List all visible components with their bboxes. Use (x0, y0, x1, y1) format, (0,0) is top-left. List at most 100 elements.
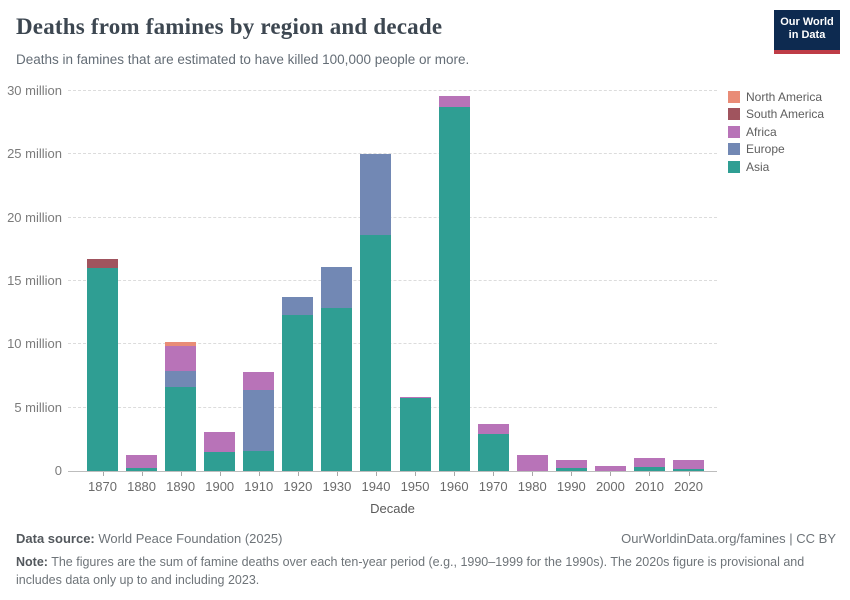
legend-item-north-america[interactable]: North America (728, 88, 824, 106)
bar-segment-2010-africa[interactable] (633, 458, 665, 468)
x-axis-title: Decade (370, 501, 415, 516)
footer-row: Data source: World Peace Foundation (202… (16, 531, 836, 546)
bar-1910[interactable] (243, 91, 275, 471)
owid-logo-line1: Our World (780, 16, 834, 28)
x-tick-label-1970: 1970 (478, 479, 508, 494)
x-tick-label-1980: 1980 (517, 479, 547, 494)
x-tick-label-2000: 2000 (595, 479, 625, 494)
legend-item-asia[interactable]: Asia (728, 158, 824, 176)
bar-1890[interactable] (165, 91, 197, 471)
x-tick-label-1910: 1910 (244, 479, 274, 494)
bar-1900[interactable] (204, 91, 236, 471)
bar-segment-1920-asia[interactable] (282, 315, 314, 471)
legend-label: Asia (746, 159, 770, 174)
y-tick-label: 10 million (7, 336, 62, 352)
bar-segment-1990-africa[interactable] (555, 459, 587, 468)
y-tick-label: 15 million (7, 273, 62, 288)
bar-segment-1950-asia[interactable] (399, 398, 431, 471)
bar-segment-1990-asia[interactable] (555, 467, 587, 471)
bar-1980[interactable] (516, 91, 548, 471)
gridline-20 (68, 216, 717, 218)
x-tick (571, 472, 573, 476)
bar-segment-1890-europe[interactable] (165, 370, 197, 388)
bar-1880[interactable] (126, 91, 158, 471)
y-tick-label: 5 million (14, 399, 62, 415)
bar-segment-1880-asia[interactable] (126, 468, 158, 471)
legend-swatch (728, 90, 740, 103)
bar-segment-1960-africa[interactable] (438, 96, 470, 108)
bar-segment-1930-asia[interactable] (321, 307, 353, 471)
x-tick (180, 472, 182, 476)
legend: North America South America Africa Europe As… (728, 88, 824, 176)
owid-license-link[interactable]: OurWorldinData.org/famines | CC BY (621, 531, 836, 546)
bar-2020[interactable] (673, 91, 705, 471)
bar-segment-2000-africa[interactable] (594, 465, 626, 471)
bar-segment-1930-europe[interactable] (321, 267, 353, 308)
legend-label: South America (746, 107, 825, 122)
x-tick-label-1940: 1940 (361, 479, 391, 494)
bar-1990[interactable] (555, 91, 587, 471)
legend-swatch (728, 143, 740, 156)
x-tick-label-1880: 1880 (127, 479, 157, 494)
x-axis-line (68, 471, 717, 472)
bar-segment-1970-africa[interactable] (477, 424, 509, 435)
owid-logo[interactable]: Our World in Data (774, 10, 840, 55)
bar-segment-1870-asia[interactable] (87, 268, 118, 471)
x-tick-label-2010: 2010 (635, 479, 664, 494)
x-tick (610, 472, 612, 476)
bar-segment-1980-africa[interactable] (516, 454, 548, 471)
bar-segment-2010-asia[interactable] (633, 467, 665, 471)
bar-segment-1890-asia[interactable] (165, 387, 197, 471)
chart-subtitle: Deaths in famines that are estimated to … (16, 52, 470, 67)
legend-swatch (728, 160, 740, 173)
bar-segment-1880-africa[interactable] (126, 454, 158, 469)
bar-1950[interactable] (399, 91, 431, 471)
x-tick (454, 472, 456, 476)
bar-2000[interactable] (594, 91, 626, 471)
y-tick-label: 25 million (7, 146, 62, 162)
legend-swatch (728, 125, 740, 138)
x-tick-label-1900: 1900 (205, 479, 235, 494)
gridline-25 (68, 153, 717, 155)
bar-segment-1910-africa[interactable] (243, 372, 275, 390)
bar-segment-2020-africa[interactable] (673, 459, 705, 470)
bar-1970[interactable] (477, 91, 509, 471)
bar-segment-1910-europe[interactable] (243, 389, 275, 451)
legend-item-south-america[interactable]: South America (728, 106, 824, 124)
bar-segment-1890-africa[interactable] (165, 345, 197, 371)
bar-1870[interactable] (87, 91, 118, 471)
bar-segment-1870-south-america[interactable] (87, 259, 118, 269)
legend-item-africa[interactable]: Africa (728, 123, 824, 141)
y-tick-label: 0 (54, 463, 62, 478)
data-source: Data source: World Peace Foundation (202… (16, 531, 282, 546)
legend-item-europe[interactable]: Europe (728, 141, 824, 159)
bar-1960[interactable] (438, 91, 470, 471)
bar-segment-1920-europe[interactable] (282, 297, 314, 316)
gridline-15 (68, 280, 717, 281)
bar-segment-1970-asia[interactable] (477, 434, 509, 471)
y-tick-label: 30 million (7, 83, 62, 98)
bar-segment-1960-asia[interactable] (438, 107, 470, 471)
plot-area (68, 90, 717, 471)
chart-title: Deaths from famines by region and decade (16, 14, 443, 39)
bar-segment-1900-asia[interactable] (204, 452, 236, 471)
bar-segment-1950-africa[interactable] (399, 396, 431, 399)
bar-segment-1940-asia[interactable] (360, 235, 392, 471)
bar-segment-2020-asia[interactable] (673, 469, 705, 471)
x-tick-label-1890: 1890 (166, 479, 196, 494)
bar-segment-1900-africa[interactable] (204, 431, 236, 452)
data-source-value: World Peace Foundation (2025) (98, 531, 283, 546)
bar-1930[interactable] (321, 91, 353, 471)
x-tick (415, 472, 417, 476)
bar-1920[interactable] (282, 91, 314, 471)
bar-segment-1910-asia[interactable] (243, 450, 275, 471)
gridline-10 (68, 343, 717, 345)
bar-2010[interactable] (633, 91, 665, 471)
gridline-5 (68, 406, 717, 408)
x-tick-label-1920: 1920 (283, 479, 313, 494)
x-tick (219, 472, 221, 476)
bar-segment-1890-north-america[interactable] (165, 341, 197, 346)
bar-segment-1940-europe[interactable] (360, 154, 392, 236)
bar-1940[interactable] (360, 91, 392, 471)
